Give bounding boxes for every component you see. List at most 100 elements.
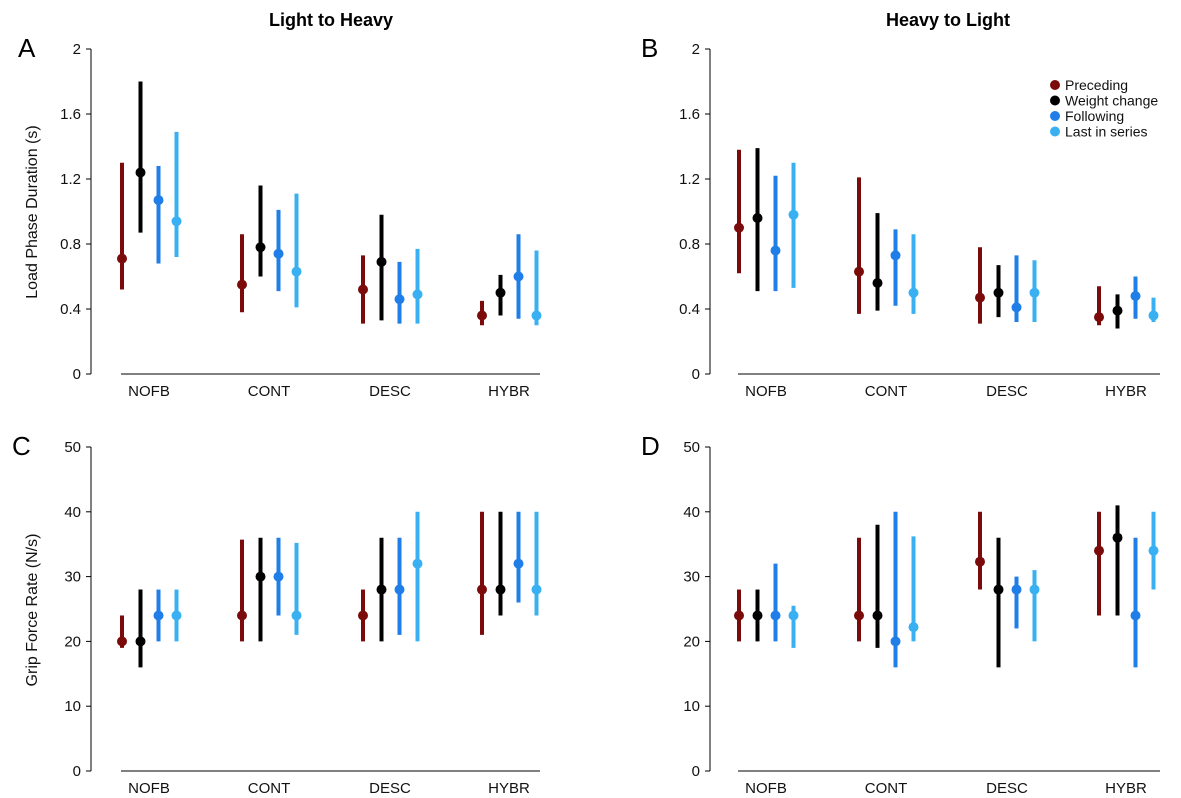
data-point bbox=[1130, 610, 1141, 621]
panel-letter-b: B bbox=[641, 33, 658, 63]
x-tick-label: CONT bbox=[248, 383, 291, 400]
y-tick-label: 0 bbox=[73, 366, 81, 383]
panel-a: A Load Phase Duration (s) 0 0.4 0.8 1.2 1.6 2… bbox=[18, 33, 542, 400]
data-point bbox=[117, 636, 127, 647]
x-tick-label: NOFB bbox=[128, 780, 170, 797]
x-tick-label: NOFB bbox=[745, 383, 787, 400]
x-tick-label: CONT bbox=[248, 780, 291, 797]
y-axis-label-load: Load Phase Duration (s) bbox=[24, 125, 41, 298]
data-point bbox=[993, 584, 1004, 595]
data-point bbox=[788, 610, 799, 621]
y-tick-label: 40 bbox=[683, 504, 700, 521]
legend-marker bbox=[1050, 111, 1060, 121]
data-point bbox=[734, 610, 744, 621]
data-point bbox=[477, 310, 487, 321]
data-point bbox=[291, 610, 302, 621]
data-point bbox=[975, 292, 985, 303]
x-tick-label: CONT bbox=[865, 383, 908, 400]
data-point bbox=[513, 558, 524, 569]
data-point bbox=[117, 253, 127, 264]
y-tick-label: 20 bbox=[683, 633, 700, 650]
y-tick-label: 1.6 bbox=[60, 106, 81, 123]
data-point bbox=[153, 610, 164, 621]
legend-marker bbox=[1050, 95, 1060, 106]
data-point bbox=[854, 266, 864, 277]
data-point bbox=[854, 610, 864, 621]
y-tick-label: 0.4 bbox=[679, 301, 700, 318]
data-point bbox=[1011, 302, 1022, 313]
data-point bbox=[495, 584, 506, 595]
data-point bbox=[531, 584, 542, 595]
panel-letter-c: C bbox=[12, 431, 31, 461]
data-point bbox=[752, 610, 763, 621]
y-tick-label: 0 bbox=[73, 763, 81, 780]
data-point bbox=[770, 245, 781, 256]
x-tick-label: DESC bbox=[369, 383, 411, 400]
data-point bbox=[1148, 545, 1159, 556]
legend-label: Last in series bbox=[1065, 124, 1147, 140]
legend-label: Following bbox=[1065, 108, 1124, 124]
y-tick-label: 1.2 bbox=[60, 171, 81, 188]
x-tick-label: HYBR bbox=[488, 780, 530, 797]
data-point bbox=[908, 287, 919, 298]
panel-letter-d: D bbox=[641, 431, 660, 461]
x-tick-label: HYBR bbox=[488, 383, 530, 400]
x-tick-label: DESC bbox=[369, 780, 411, 797]
data-point bbox=[477, 584, 487, 595]
data-point bbox=[412, 289, 423, 300]
data-point bbox=[153, 195, 164, 206]
data-point bbox=[358, 610, 368, 621]
data-point bbox=[394, 294, 405, 305]
y-tick-label: 2 bbox=[73, 41, 81, 58]
column-title-left: Light to Heavy bbox=[269, 10, 393, 30]
data-point bbox=[872, 278, 883, 288]
data-point bbox=[135, 636, 146, 647]
data-point bbox=[237, 279, 247, 290]
data-point bbox=[993, 287, 1004, 298]
data-point bbox=[770, 610, 781, 621]
data-point bbox=[1148, 310, 1159, 321]
data-point bbox=[872, 610, 883, 621]
legend-label: Preceding bbox=[1065, 77, 1128, 93]
panel-b: B 0 0.4 0.8 1.2 1.6 2 NOFB CONT DESC HYBR bbox=[641, 33, 1160, 400]
data-point bbox=[171, 610, 182, 621]
y-tick-label: 0 bbox=[692, 763, 700, 780]
y-tick-label: 0.8 bbox=[60, 236, 81, 253]
panel-letter-a: A bbox=[18, 33, 36, 63]
y-tick-label: 0.4 bbox=[60, 301, 81, 318]
data-point bbox=[376, 256, 387, 267]
data-point bbox=[1112, 305, 1123, 316]
data-point bbox=[1094, 312, 1104, 323]
data-point bbox=[890, 636, 901, 647]
x-tick-label: HYBR bbox=[1105, 383, 1147, 400]
y-tick-label: 20 bbox=[64, 633, 81, 650]
data-point bbox=[237, 610, 247, 621]
panel-c: C Grip Force Rate (N/s) 0 10 20 30 40 50 NOFB C… bbox=[12, 431, 542, 797]
data-point bbox=[358, 284, 368, 295]
data-point bbox=[513, 271, 524, 282]
data-point bbox=[890, 250, 901, 261]
data-point bbox=[495, 287, 506, 298]
data-point bbox=[1130, 291, 1141, 301]
y-tick-label: 2 bbox=[692, 41, 700, 58]
y-tick-label: 30 bbox=[683, 569, 700, 586]
y-tick-label: 50 bbox=[683, 439, 700, 456]
data-point bbox=[376, 584, 387, 595]
x-tick-label: HYBR bbox=[1105, 780, 1147, 797]
legend-marker bbox=[1050, 80, 1060, 90]
y-tick-label: 30 bbox=[64, 569, 81, 586]
y-tick-label: 0 bbox=[692, 366, 700, 383]
x-tick-label: DESC bbox=[986, 383, 1028, 400]
x-tick-label: NOFB bbox=[128, 383, 170, 400]
data-point bbox=[752, 213, 763, 223]
data-point bbox=[1094, 545, 1104, 556]
y-tick-label: 1.2 bbox=[679, 171, 700, 188]
y-tick-label: 50 bbox=[64, 439, 81, 456]
data-point bbox=[273, 248, 284, 259]
legend-label: Weight change bbox=[1065, 93, 1158, 109]
x-tick-label: NOFB bbox=[745, 780, 787, 797]
data-point bbox=[1112, 532, 1123, 543]
data-point bbox=[255, 571, 266, 582]
